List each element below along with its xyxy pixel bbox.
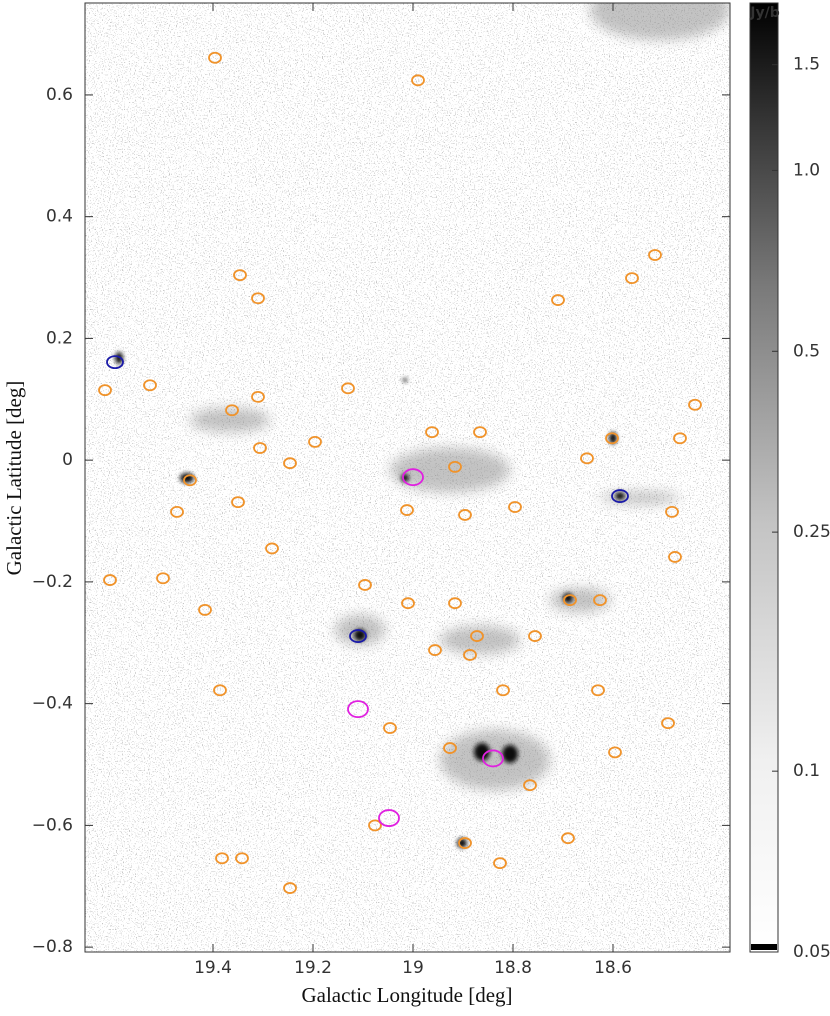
colorbar-tick-label: 0.5 — [793, 341, 820, 361]
source-ellipse — [625, 272, 639, 285]
source-ellipse — [580, 452, 594, 465]
source-ellipse — [383, 722, 397, 734]
source-ellipse — [608, 746, 622, 759]
source-ellipse — [106, 355, 124, 370]
source-ellipse — [448, 460, 462, 473]
source-ellipse — [605, 432, 619, 445]
source-ellipse — [673, 432, 687, 445]
source-ellipse — [611, 489, 629, 503]
source-ellipse — [251, 390, 265, 403]
source-ellipse — [648, 249, 662, 261]
source-ellipse — [458, 837, 472, 849]
source-ellipse — [103, 574, 117, 586]
source-ellipse — [235, 852, 249, 865]
source-ellipse — [213, 684, 227, 697]
source-ellipse — [463, 649, 477, 661]
source-ellipse — [283, 882, 297, 894]
plot-frame — [84, 2, 731, 953]
source-ellipse — [688, 398, 702, 411]
source-ellipse — [208, 51, 222, 64]
x-axis-title: Galactic Longitude [deg] — [301, 983, 512, 1007]
colorbar-band — [751, 944, 777, 950]
source-ellipse — [170, 505, 184, 518]
source-ellipse — [473, 426, 487, 439]
source-ellipse — [668, 551, 682, 563]
source-ellipse — [358, 579, 372, 591]
y-tick-label: −0.6 — [32, 815, 73, 835]
source-ellipse — [523, 779, 537, 792]
source-ellipse — [528, 630, 542, 642]
source-ellipse — [253, 442, 267, 454]
source-ellipse — [402, 468, 424, 487]
y-tick-label: 0.4 — [46, 207, 73, 227]
x-tick-label: 18.8 — [494, 958, 532, 978]
y-tick-label: −0.8 — [32, 937, 73, 957]
colorbar-tick-label: 0.1 — [793, 761, 820, 781]
source-ellipse — [563, 594, 577, 607]
source-ellipse — [428, 644, 442, 656]
source-ellipse — [143, 379, 157, 392]
y-tick-label: −0.4 — [32, 694, 73, 714]
image — [85, 3, 730, 952]
y-tick-label: 0 — [62, 450, 73, 470]
source-ellipse — [496, 684, 510, 697]
x-tick-label: 18.6 — [594, 958, 632, 978]
y-tick-label: 0.2 — [46, 328, 73, 348]
sources — [98, 51, 702, 894]
colorbar-tick-label: 1.5 — [793, 55, 820, 75]
source-ellipse — [591, 684, 605, 697]
source-ellipse — [231, 496, 245, 509]
source-ellipse — [308, 435, 322, 448]
source-ellipse — [198, 603, 212, 616]
source-ellipse — [265, 542, 279, 555]
source-ellipse — [183, 474, 197, 487]
source-ellipse — [98, 384, 112, 397]
source-ellipse — [665, 505, 679, 518]
source-ellipse — [400, 504, 414, 516]
source-ellipse — [593, 594, 607, 607]
source-ellipse — [458, 509, 472, 521]
colorbar-tick-label: 0.05 — [793, 942, 830, 962]
source-ellipse — [233, 269, 247, 281]
source-ellipse — [551, 294, 565, 306]
source-ellipse — [561, 832, 575, 845]
source-ellipse — [661, 717, 675, 730]
source-ellipse — [225, 404, 239, 417]
source-ellipse — [470, 630, 484, 642]
source-ellipse — [341, 382, 355, 395]
source-ellipse — [368, 819, 382, 832]
colorbar-label: Jy/b — [749, 5, 779, 21]
source-ellipse — [493, 857, 507, 870]
source-ellipse — [283, 457, 297, 470]
source-ellipse — [215, 852, 229, 865]
x-tick-label: 19.4 — [194, 958, 232, 978]
source-ellipse — [482, 749, 504, 768]
source-ellipse — [508, 501, 522, 513]
source-ellipse — [411, 74, 425, 87]
source-ellipse — [378, 809, 400, 827]
y-tick-label: 0.6 — [46, 85, 73, 105]
source-ellipse — [448, 597, 462, 610]
source-ellipse — [425, 426, 439, 439]
y-tick-label: −0.2 — [32, 572, 73, 592]
source-ellipse — [349, 629, 367, 643]
source-ellipse — [156, 572, 170, 585]
colorbar-tick-label: 1.0 — [793, 160, 820, 180]
source-ellipse — [347, 700, 369, 719]
colorbar — [749, 2, 779, 953]
x-tick-label: 19.2 — [294, 958, 332, 978]
source-ellipse — [401, 597, 415, 610]
source-ellipse — [443, 742, 457, 754]
y-axis-title: Galactic Latitude [deg] — [2, 381, 26, 576]
source-ellipse — [251, 292, 265, 305]
x-tick-label: 19 — [402, 958, 424, 978]
colorbar-tick-label: 0.25 — [793, 522, 830, 542]
